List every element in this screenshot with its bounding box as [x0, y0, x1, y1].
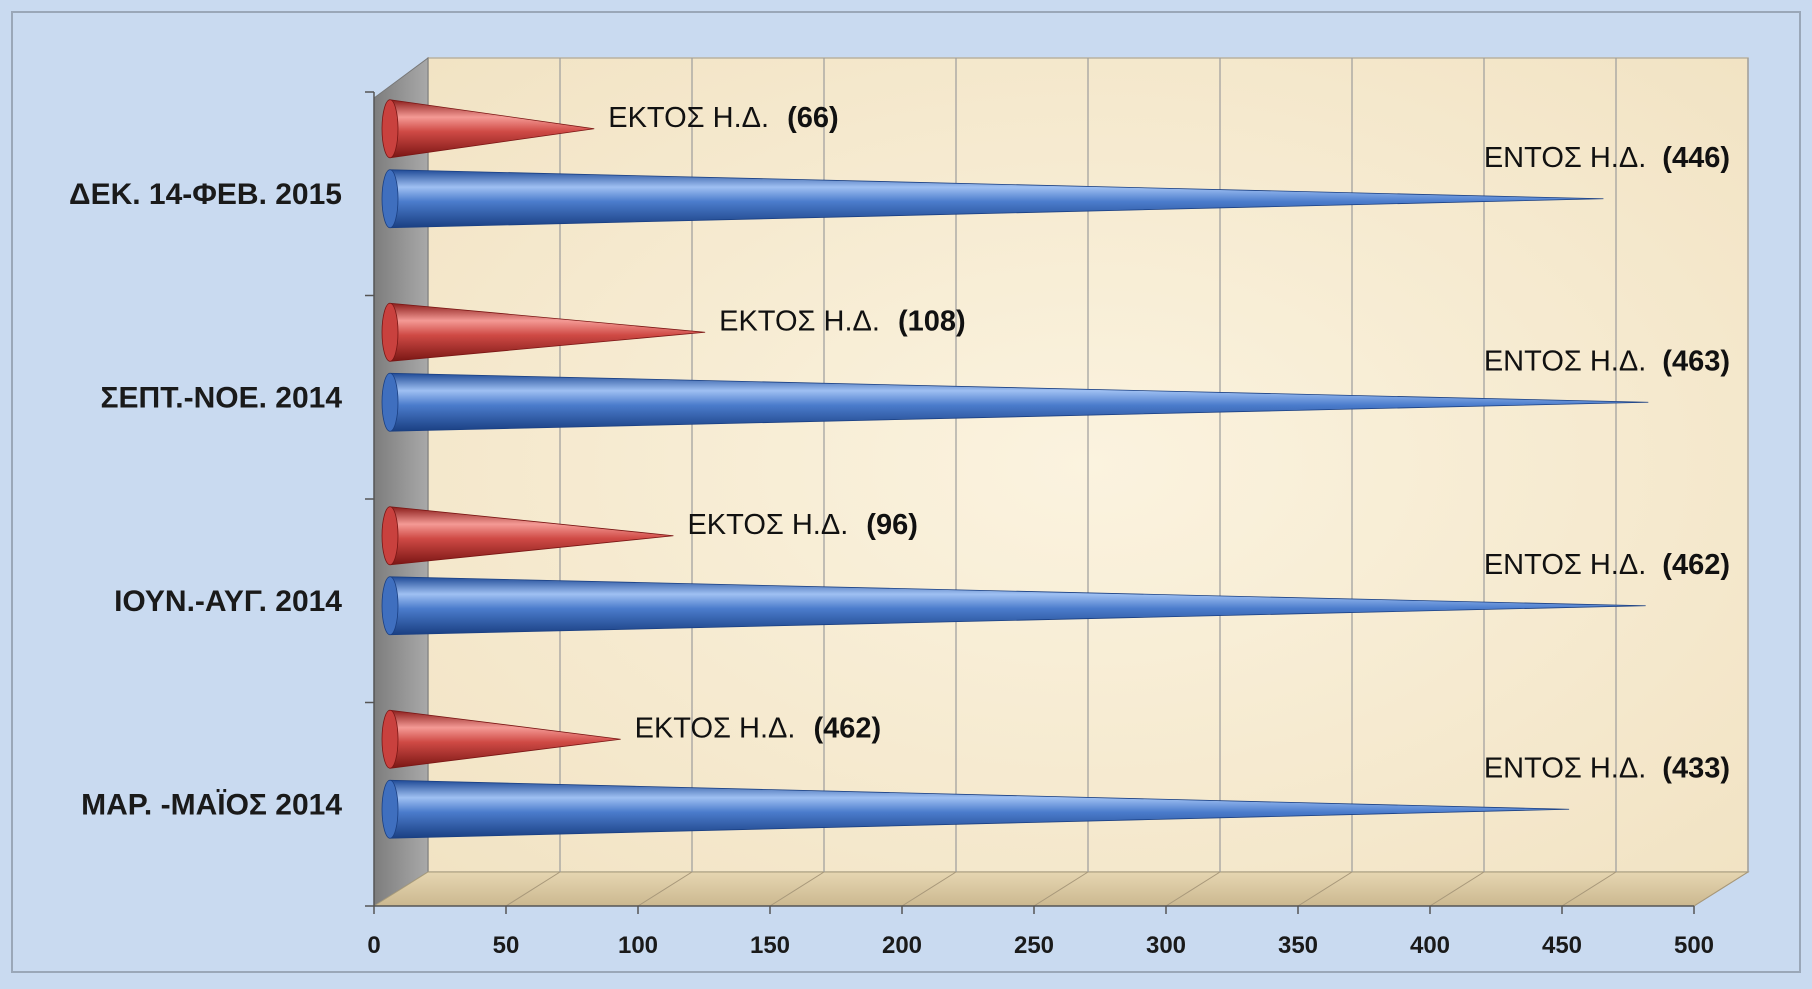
data-label-value: (96) [866, 509, 918, 541]
x-axis: 0 50 100 150 200 250 300 350 400 450 500 [367, 905, 1714, 959]
x-tick-label: 200 [882, 932, 922, 959]
x-tick-label: 50 [493, 932, 520, 959]
data-labels: ΕΚΤΟΣ Η.Δ. (462) (433) ΕΝΤΟΣ Η.Δ. ΕΚΤΟΣ Η.Δ.… [608, 102, 1730, 785]
floor-gridline [1297, 871, 1353, 907]
data-label-series: ΕΚΤΟΣ Η.Δ. [687, 509, 848, 541]
floor-gridline [1033, 871, 1089, 907]
category-label: ΙΟΥΝ.-ΑΥΓ. 2014 [114, 585, 342, 618]
data-label-value: (433) [1662, 752, 1730, 784]
data-label-series: ΕΝΤΟΣ Η.Δ. [1484, 549, 1646, 581]
bar-entos-base [381, 372, 399, 432]
category-axis: ΜΑΡ. -ΜΑΪΟΣ 2014 ΙΟΥΝ.-ΑΥΓ. 2014 ΣΕΠΤ.-ΝΟΕ… [69, 91, 375, 907]
x-tick-label: 500 [1674, 932, 1714, 959]
data-label-series: ΕΝΤΟΣ Η.Δ. [1484, 752, 1646, 784]
x-tick-label: 400 [1410, 932, 1450, 959]
x-tick-label: 300 [1146, 932, 1186, 959]
floor-gridline [1561, 871, 1617, 907]
data-label-series: ΕΝΤΟΣ Η.Δ. [1484, 142, 1646, 174]
page-frame [11, 11, 1801, 973]
category-label: ΣΕΠΤ.-ΝΟΕ. 2014 [101, 381, 343, 414]
bar-ektos-base [381, 709, 399, 769]
floor-gridline [769, 871, 825, 907]
data-label-series: ΕΚΤΟΣ Η.Δ. [719, 305, 880, 337]
x-tick-label: 100 [618, 932, 658, 959]
floor-gridline [1693, 871, 1749, 907]
data-label-value: (66) [787, 102, 839, 134]
category-label: ΔΕΚ. 14-ΦΕΒ. 2015 [69, 178, 342, 211]
data-label-value: (446) [1662, 142, 1730, 174]
bar-ektos-base [381, 506, 399, 566]
data-label-value: (108) [898, 305, 966, 337]
floor-gridline [1429, 871, 1485, 907]
data-label-series: ΕΝΤΟΣ Η.Δ. [1484, 345, 1646, 377]
x-tick-label: 450 [1542, 932, 1582, 959]
data-label-series: ΕΚΤΟΣ Η.Δ. [608, 102, 769, 134]
x-tick-label: 150 [750, 932, 790, 959]
bar-ektos-base [381, 99, 399, 159]
bar-entos-base [381, 576, 399, 636]
data-label-value: (462) [813, 712, 881, 744]
data-label-value: (463) [1662, 345, 1730, 377]
category-label: ΜΑΡ. -ΜΑΪΟΣ 2014 [81, 788, 342, 821]
x-tick-label: 0 [367, 932, 380, 959]
floor-gridline [901, 871, 957, 907]
x-tick-label: 250 [1014, 932, 1054, 959]
floor-gridline [1165, 871, 1221, 907]
x-tick-label: 350 [1278, 932, 1318, 959]
floor-gridline [505, 871, 561, 907]
data-label-series: ΕΚΤΟΣ Η.Δ. [635, 712, 796, 744]
bar-entos-base [381, 169, 399, 229]
bar-ektos-base [381, 302, 399, 362]
data-label-value: (462) [1662, 549, 1730, 581]
bars [381, 99, 1649, 839]
floor-gridline [637, 871, 693, 907]
bar-entos-base [381, 779, 399, 839]
